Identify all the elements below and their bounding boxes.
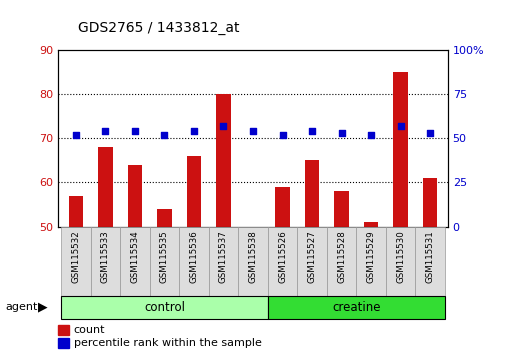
Text: GSM115534: GSM115534	[130, 230, 139, 283]
Bar	[238, 227, 267, 296]
Bar	[415, 227, 444, 296]
Text: GSM115529: GSM115529	[366, 230, 375, 282]
Point	[337, 130, 345, 136]
Bar	[149, 227, 179, 296]
Point	[101, 128, 109, 134]
Text: GSM115527: GSM115527	[307, 230, 316, 283]
Point	[189, 128, 197, 134]
Point	[308, 128, 316, 134]
Bar	[58, 325, 69, 335]
Text: control: control	[143, 301, 185, 314]
Point	[72, 132, 80, 137]
Point	[366, 132, 374, 137]
Bar	[216, 94, 230, 227]
Bar	[385, 227, 415, 296]
Bar	[333, 191, 348, 227]
Bar	[61, 227, 90, 296]
Point	[425, 130, 433, 136]
Text: ▶: ▶	[38, 301, 48, 314]
Point	[219, 123, 227, 129]
Bar	[58, 338, 69, 348]
Text: GSM115526: GSM115526	[277, 230, 286, 283]
Bar	[356, 227, 385, 296]
Bar	[422, 178, 437, 227]
Point	[278, 132, 286, 137]
Bar	[120, 227, 149, 296]
Bar	[304, 160, 319, 227]
Bar	[179, 227, 208, 296]
Text: GSM115528: GSM115528	[336, 230, 345, 283]
Text: GDS2765 / 1433812_at: GDS2765 / 1433812_at	[78, 21, 239, 35]
Point	[248, 128, 257, 134]
Point	[160, 132, 168, 137]
Text: GSM115535: GSM115535	[160, 230, 169, 283]
Text: GSM115537: GSM115537	[219, 230, 228, 283]
Bar	[90, 227, 120, 296]
Point	[131, 128, 139, 134]
Bar	[98, 147, 113, 227]
Bar	[267, 296, 444, 319]
Text: GSM115531: GSM115531	[425, 230, 434, 283]
Text: creatine: creatine	[331, 301, 380, 314]
Point	[396, 123, 404, 129]
Bar	[275, 187, 289, 227]
Bar	[326, 227, 356, 296]
Text: GSM115530: GSM115530	[395, 230, 405, 283]
Bar	[208, 227, 238, 296]
Bar	[297, 227, 326, 296]
Text: GSM115536: GSM115536	[189, 230, 198, 283]
Bar	[68, 195, 83, 227]
Bar	[392, 72, 407, 227]
Text: GSM115538: GSM115538	[248, 230, 257, 283]
Text: count: count	[74, 325, 105, 335]
Bar	[267, 227, 296, 296]
Text: percentile rank within the sample: percentile rank within the sample	[74, 338, 261, 348]
Text: GSM115533: GSM115533	[100, 230, 110, 283]
Bar	[127, 165, 142, 227]
Bar	[61, 296, 267, 319]
Text: GSM115532: GSM115532	[71, 230, 80, 283]
Bar	[363, 222, 378, 227]
Bar	[186, 156, 201, 227]
Text: agent: agent	[5, 302, 37, 312]
Bar	[157, 209, 172, 227]
